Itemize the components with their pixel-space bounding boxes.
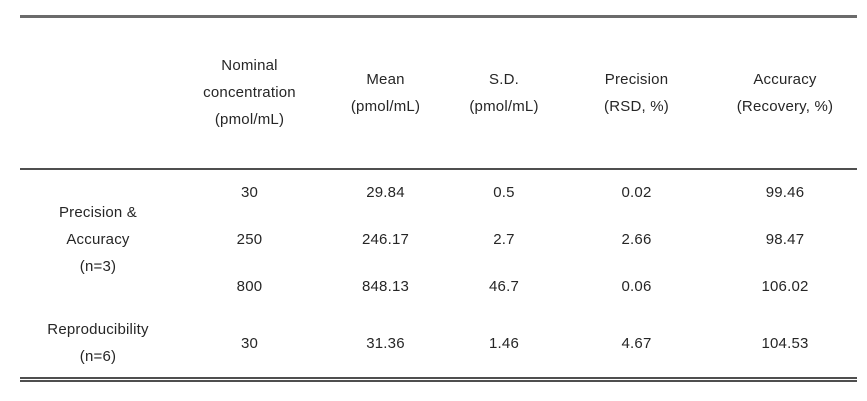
column-header-mean: Mean (pmol/mL)	[323, 17, 448, 169]
header-line: concentration	[203, 84, 296, 102]
row-label-line: Reproducibility	[47, 321, 149, 339]
validation-results-table: Nominal concentration (pmol/mL) Mean (pm…	[20, 15, 857, 382]
row-group-label-precision-accuracy: Precision & Accuracy (n=3)	[20, 169, 176, 310]
header-line: S.D.	[489, 70, 519, 88]
cell-precision: 4.67	[621, 334, 652, 352]
header-row: Nominal concentration (pmol/mL) Mean (pm…	[20, 17, 857, 169]
cell-sd: 46.7	[489, 277, 519, 295]
cell-accuracy: 106.02	[761, 277, 809, 295]
row-label-line: Precision &	[58, 204, 138, 221]
header-line: (RSD, %)	[604, 97, 669, 115]
table-header: Nominal concentration (pmol/mL) Mean (pm…	[20, 17, 857, 169]
cell-accuracy: 99.46	[765, 184, 805, 201]
cell-sd: 0.5	[493, 184, 515, 201]
header-line: Accuracy	[753, 70, 817, 88]
cell-accuracy: 98.47	[765, 230, 805, 248]
cell-precision: 2.66	[621, 230, 652, 248]
row-label-line: (n=3)	[79, 258, 117, 275]
cell-nominal-concentration: 30	[240, 334, 259, 352]
header-line: Precision	[604, 70, 669, 88]
header-line: (pmol/mL)	[469, 97, 539, 115]
cell-precision: 0.06	[621, 277, 652, 295]
cell-mean: 848.13	[361, 277, 410, 295]
column-header-sd: S.D. (pmol/mL)	[448, 17, 560, 169]
row-label-line: Accuracy	[66, 231, 130, 248]
column-header-nominal-concentration: Nominal concentration (pmol/mL)	[176, 17, 323, 169]
cell-sd: 1.46	[489, 334, 519, 352]
column-header-accuracy: Accuracy (Recovery, %)	[713, 17, 857, 169]
header-line: (Recovery, %)	[736, 97, 834, 115]
header-line: (pmol/mL)	[214, 111, 285, 129]
cell-mean: 29.84	[366, 184, 405, 201]
results-table-container: Nominal concentration (pmol/mL) Mean (pm…	[20, 15, 857, 382]
table-row-reproducibility-30: Reproducibility (n=6) 30 31.36 1.46 4.67…	[20, 310, 857, 380]
cell-nominal-concentration: 800	[236, 277, 263, 295]
cell-nominal-concentration: 30	[240, 184, 259, 201]
cell-mean: 31.36	[366, 334, 405, 352]
table-row-precision-accuracy-250: 250 246.17 2.7 2.66 98.47	[20, 216, 857, 263]
header-line: (pmol/mL)	[350, 97, 421, 115]
header-line: Nominal	[221, 57, 278, 75]
table-row-precision-accuracy-30: Precision & Accuracy (n=3) 30 29.84 0.5 …	[20, 169, 857, 275]
table-body: Precision & Accuracy (n=3) 30 29.84 0.5 …	[20, 169, 857, 380]
cell-nominal-concentration: 250	[236, 230, 263, 248]
row-group-label-reproducibility: Reproducibility (n=6)	[20, 310, 176, 380]
column-header-precision: Precision (RSD, %)	[560, 17, 713, 169]
header-line: Mean	[366, 70, 405, 88]
cell-sd: 2.7	[493, 230, 515, 248]
row-label-line: (n=6)	[79, 348, 117, 366]
cell-mean: 246.17	[361, 230, 410, 248]
table-row-precision-accuracy-800: 800 848.13 46.7 0.06 106.02	[20, 263, 857, 310]
cell-accuracy: 104.53	[761, 334, 809, 352]
cell-precision: 0.02	[621, 184, 652, 201]
column-header-empty	[20, 17, 176, 169]
